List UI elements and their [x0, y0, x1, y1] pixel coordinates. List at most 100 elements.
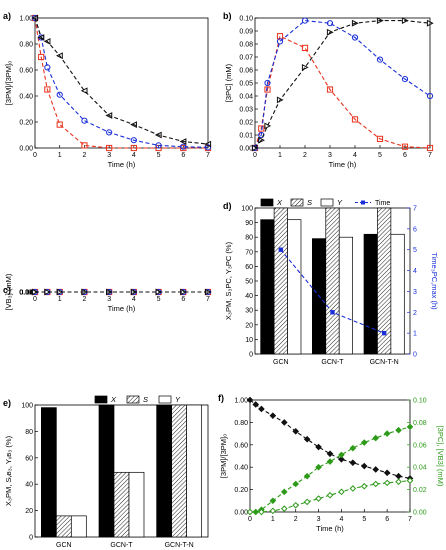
data-point — [301, 44, 309, 51]
data-point — [280, 488, 288, 496]
y-tick-label: 20 — [245, 322, 253, 329]
data-point — [264, 86, 271, 93]
data-point — [81, 142, 88, 149]
data-point — [130, 121, 137, 129]
data-point — [44, 64, 51, 71]
y-tick-label: 0.04 — [19, 290, 33, 297]
y-tick-label: 60 — [25, 455, 33, 462]
y-tick-label: 0.10 — [239, 16, 253, 23]
y2-tick-label: 0.08 — [413, 420, 427, 427]
data-point — [258, 405, 265, 413]
x-tick-label: 6 — [385, 516, 389, 523]
y-tick-label: 0.01 — [239, 133, 253, 140]
data-point — [276, 96, 284, 104]
data-point — [292, 501, 300, 509]
data-point — [360, 482, 368, 490]
y-axis-label: [3PM]/[3PM]₀ — [219, 434, 228, 478]
data-point — [43, 37, 51, 45]
data-point — [395, 426, 402, 434]
y-axis-label: [3PC] (mM) — [224, 63, 233, 102]
legend-swatch-Y — [320, 198, 334, 207]
data-point — [258, 125, 265, 132]
category-label: GCN-T-N — [370, 359, 399, 366]
bar-X — [98, 404, 115, 538]
y-tick-label: 0.04 — [239, 94, 253, 101]
series-line-1 — [254, 20, 431, 149]
x-axis-label: Time (h) — [316, 524, 344, 533]
x-tick-label: 4 — [132, 152, 136, 159]
data-point — [383, 430, 391, 437]
y-tick-label: 0.09 — [19, 290, 33, 297]
legend-swatch-X — [94, 395, 108, 404]
y-tick-label: 100 — [21, 403, 33, 410]
data-point — [204, 288, 212, 296]
bar-X — [40, 407, 57, 538]
y-tick-label: 0.02 — [239, 120, 253, 127]
data-point — [155, 142, 162, 149]
data-point — [383, 479, 391, 487]
data-point — [130, 288, 138, 296]
y2-axis-label: Time₃PC,max (h) — [430, 252, 439, 310]
data-point — [426, 92, 434, 100]
x-tick-label: 7 — [206, 296, 210, 303]
data-point — [246, 508, 254, 516]
data-point — [106, 288, 113, 296]
data-point — [351, 34, 359, 41]
bar-S — [273, 207, 288, 355]
y-tick-label: 70 — [245, 249, 253, 256]
data-point — [360, 462, 368, 470]
y-tick-label: 0.00 — [239, 146, 253, 153]
data-point — [106, 144, 113, 152]
y-tick-label: 0.09 — [239, 29, 253, 36]
y2-tick-label: 0.10 — [413, 398, 427, 405]
panel-label: c) — [3, 285, 11, 295]
x-tick-label: 5 — [378, 152, 382, 159]
y-axis-label: [VB₃] (mM) — [4, 273, 13, 310]
x-tick-label: 3 — [107, 152, 111, 159]
data-point — [252, 401, 260, 408]
data-point — [303, 498, 311, 506]
data-point — [303, 435, 311, 443]
x-axis-label: Time (h) — [108, 304, 136, 313]
y-tick-label: 1.00 — [19, 16, 33, 23]
x-tick-label: 7 — [428, 152, 432, 159]
x-tick-label: 0 — [33, 152, 37, 159]
y-tick-label: 0 — [29, 535, 33, 542]
data-point — [395, 472, 402, 480]
bar-Y — [186, 404, 203, 538]
x-tick-label: 0 — [253, 152, 257, 159]
data-point — [264, 79, 271, 87]
series-line-0 — [249, 399, 411, 479]
data-point — [372, 480, 380, 488]
y-tick-label: 0.05 — [19, 290, 33, 297]
time-point — [278, 247, 284, 252]
data-point — [37, 34, 45, 41]
x-tick-label: 2 — [82, 296, 86, 303]
data-point — [105, 112, 113, 119]
x-tick-label: 7 — [408, 516, 412, 523]
y-tick-label: 0.07 — [19, 290, 33, 297]
y2-tick-label: 0.00 — [413, 510, 427, 517]
data-point — [326, 450, 334, 458]
data-point — [269, 412, 277, 419]
time-point — [330, 310, 335, 315]
x-tick-label: 4 — [339, 516, 343, 523]
x-tick-label: 3 — [328, 152, 332, 159]
y2-tick-label: 4 — [413, 268, 417, 275]
bar-X — [260, 219, 275, 355]
data-point — [426, 19, 434, 27]
data-point — [372, 434, 380, 442]
category-label: GCN — [56, 542, 72, 549]
y-tick-label: 100 — [241, 206, 253, 213]
y-tick-label: 0 — [249, 352, 253, 359]
plot-frame — [249, 399, 411, 513]
data-point — [276, 38, 284, 45]
y-tick-label: 0.01 — [19, 290, 33, 297]
x-tick-label: 1 — [278, 152, 282, 159]
data-point — [38, 53, 45, 61]
y2-tick-label: 1 — [413, 331, 417, 338]
legend-label: X — [110, 395, 117, 404]
data-point — [349, 444, 357, 452]
x-tick-label: 6 — [403, 152, 407, 159]
